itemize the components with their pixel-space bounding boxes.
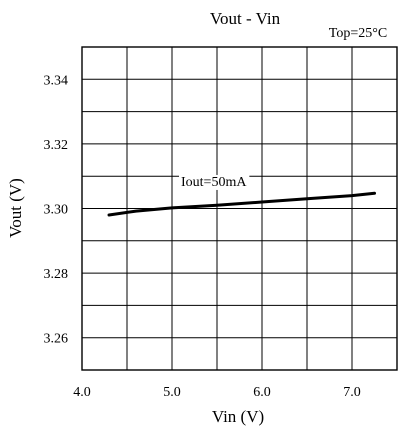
x-tick-label: 4.0 bbox=[73, 385, 91, 400]
chart-title: Vout - Vin bbox=[210, 9, 281, 28]
y-tick-label: 3.32 bbox=[44, 138, 69, 153]
series-line bbox=[107, 191, 376, 217]
series-annotation: Iout=50mA bbox=[181, 175, 247, 190]
y-tick-label: 3.30 bbox=[44, 203, 69, 218]
x-axis-label: Vin (V) bbox=[212, 407, 264, 426]
y-axis-label: Vout (V) bbox=[6, 178, 25, 238]
x-tick-label: 6.0 bbox=[253, 385, 271, 400]
y-tick-labels: 3.26 3.28 3.30 3.32 3.34 bbox=[44, 73, 69, 346]
grid bbox=[82, 47, 397, 370]
series-layer bbox=[107, 191, 376, 217]
plot-frame bbox=[81, 46, 398, 371]
x-tick-label: 7.0 bbox=[343, 385, 361, 400]
annotation-background bbox=[179, 174, 250, 190]
x-tick-labels: 4.0 5.0 6.0 7.0 bbox=[73, 385, 361, 400]
condition-label: Top=25°C bbox=[329, 26, 387, 41]
y-tick-label: 3.26 bbox=[44, 332, 69, 347]
y-tick-label: 3.28 bbox=[44, 267, 69, 282]
x-tick-label: 5.0 bbox=[163, 385, 181, 400]
y-tick-label: 3.34 bbox=[44, 73, 69, 88]
annotation-layer: Iout=50mA bbox=[179, 174, 250, 190]
